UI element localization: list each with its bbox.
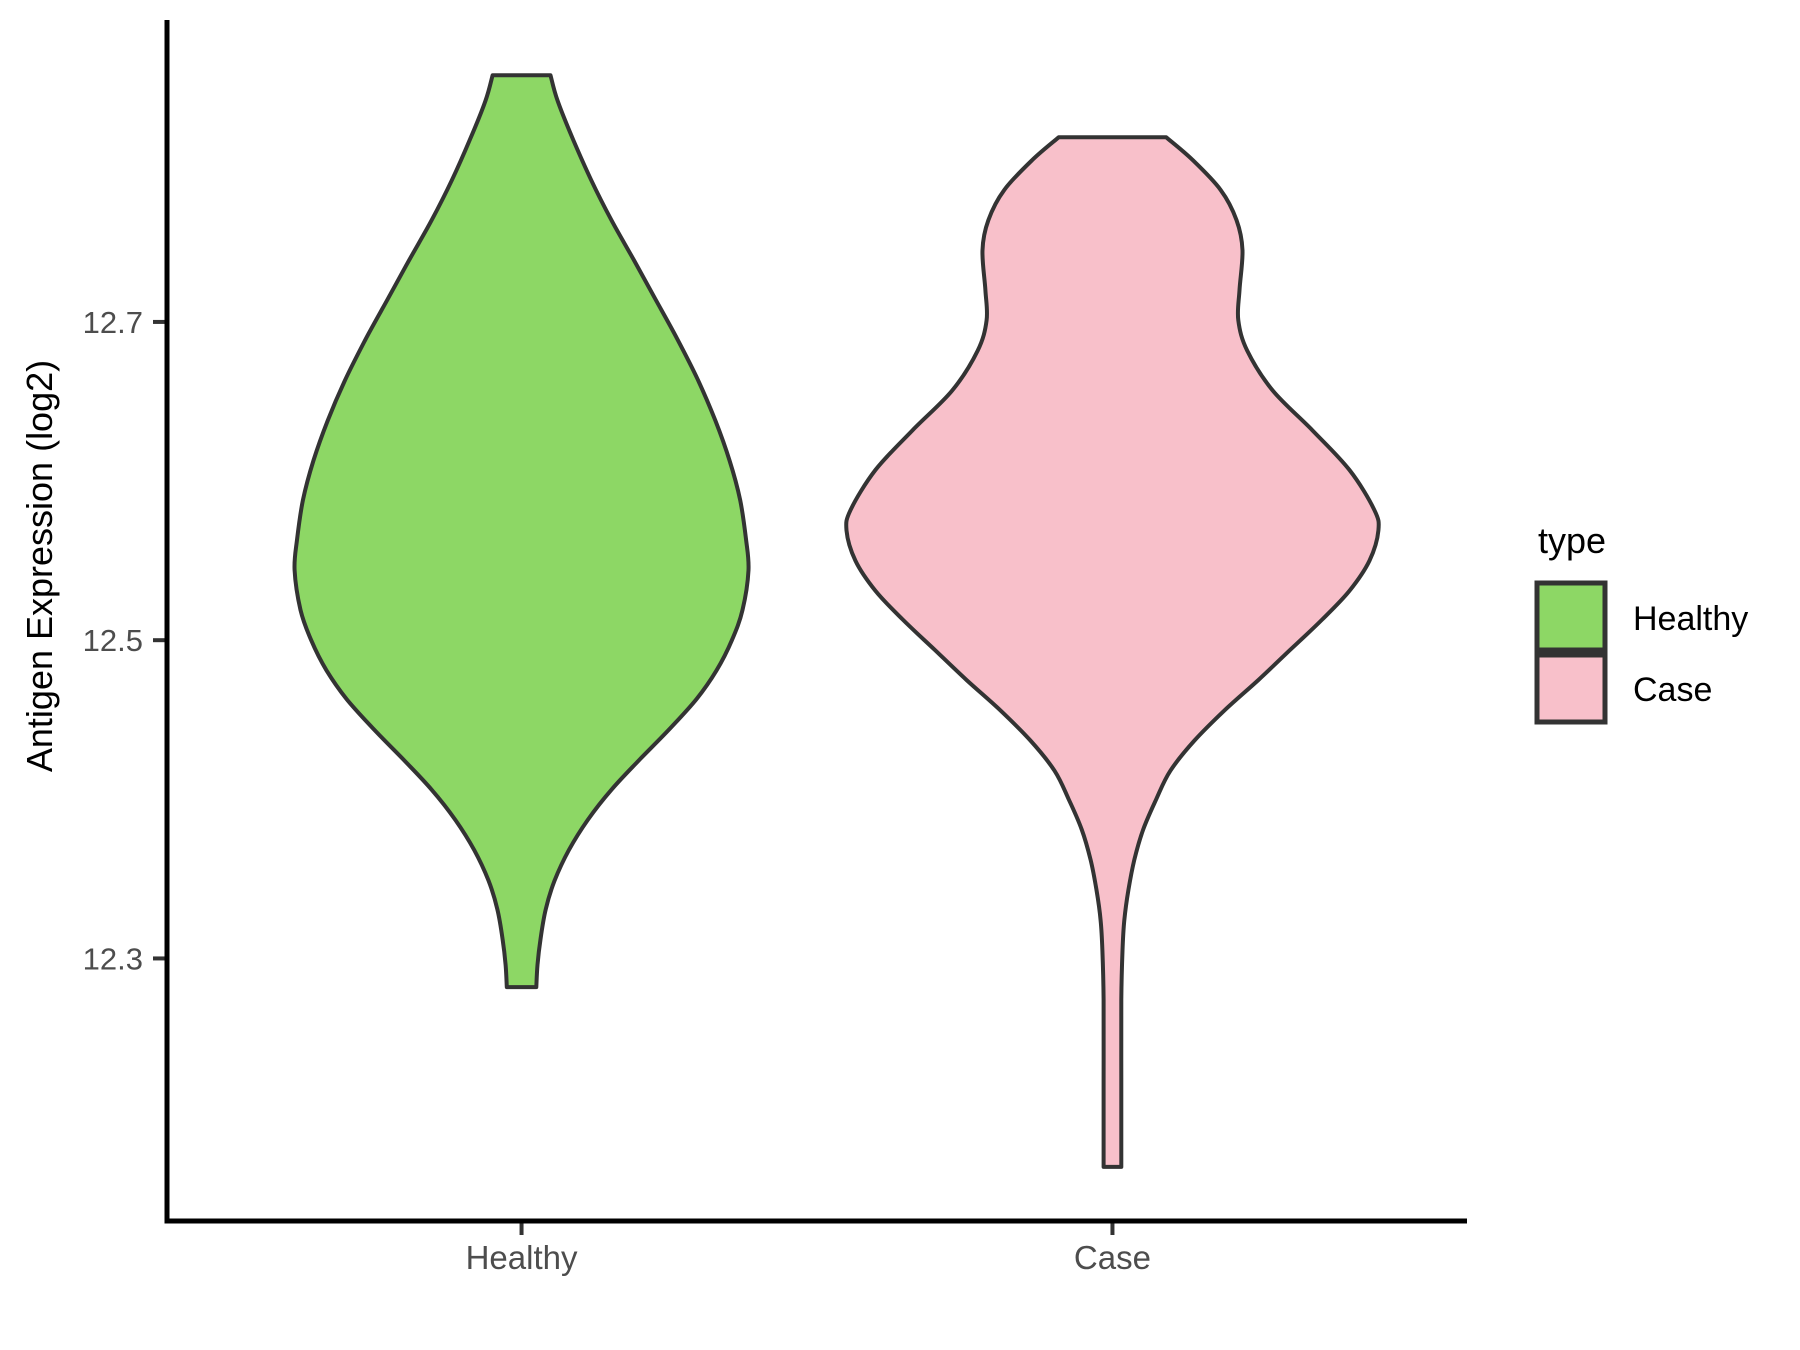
y-tick-label: 12.3 xyxy=(83,941,143,976)
violin-healthy xyxy=(292,73,751,990)
legend-key-healthy xyxy=(1534,580,1608,653)
violin-case xyxy=(844,135,1381,1169)
axis-ticks-layer: 12.3 12.5 12.7 Healthy Case xyxy=(83,305,1151,1276)
legend-key-case xyxy=(1534,652,1608,725)
x-category-label: Case xyxy=(1074,1239,1151,1276)
x-category-label: Healthy xyxy=(466,1239,578,1276)
y-tick-label: 12.5 xyxy=(83,623,143,658)
legend-title: type xyxy=(1538,520,1606,561)
y-axis-title: Antigen Expression (log2) xyxy=(19,360,60,772)
legend-label-healthy: Healthy xyxy=(1633,600,1748,638)
violins-layer xyxy=(292,73,1381,1169)
legend: type Healthy Case xyxy=(1534,520,1748,725)
y-tick-label: 12.7 xyxy=(83,305,143,340)
legend-label-case: Case xyxy=(1633,671,1712,709)
